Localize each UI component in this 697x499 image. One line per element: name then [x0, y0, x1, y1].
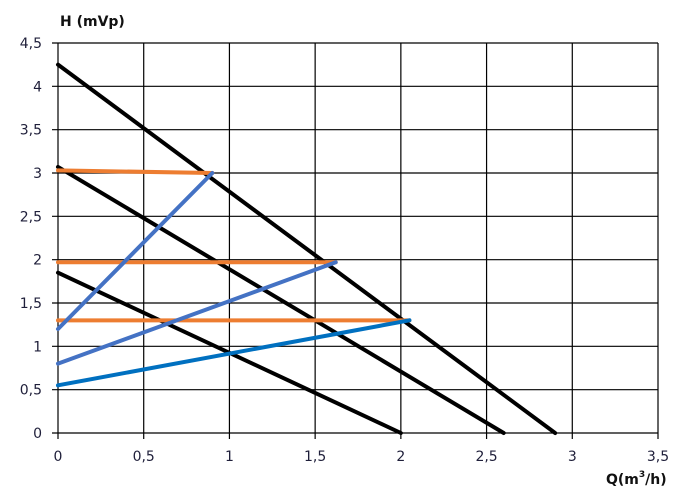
y-tick-label: 1,5 [20, 296, 42, 312]
y-tick-label: 4,5 [20, 36, 42, 52]
x-tick-label: 1,5 [304, 449, 326, 465]
pump-curve-medium-line [56, 164, 506, 435]
grid [52, 42, 659, 439]
constant-pressure-high-line [56, 168, 215, 175]
x-tick-label: 1 [225, 449, 234, 465]
tick-labels: 0 0,5 1 1,5 2 2,5 3 3,5 4 4,5 0 0,5 1 1,5 2 2,5 3 3,5 [20, 36, 669, 465]
series-lines [56, 62, 558, 435]
x-axis-title: Q(m3/h) [606, 470, 667, 488]
y-tick-label: 3 [33, 166, 42, 182]
y-tick-label: 1 [33, 339, 42, 355]
proportional-pressure-high-line [56, 171, 215, 331]
proportional-pressure-medium-line [56, 260, 338, 366]
x-tick-label: 2 [396, 449, 405, 465]
y-axis-title: H (mVp) [60, 14, 125, 30]
y-tick-label: 2 [33, 253, 42, 269]
x-tick-label: 2,5 [475, 449, 497, 465]
proportional-pressure-low-line [56, 318, 412, 388]
y-tick-label: 3,5 [20, 123, 42, 139]
y-tick-label: 2,5 [20, 209, 42, 225]
x-tick-label: 3,5 [647, 449, 669, 465]
y-tick-label: 4 [33, 79, 42, 95]
y-tick-label: 0 [33, 426, 42, 442]
x-tick-label: 0,5 [133, 449, 155, 465]
x-tick-label: 0 [54, 449, 63, 465]
x-tick-label: 3 [568, 449, 577, 465]
pump-curve-high-line [56, 62, 558, 435]
y-tick-label: 0,5 [20, 383, 42, 399]
